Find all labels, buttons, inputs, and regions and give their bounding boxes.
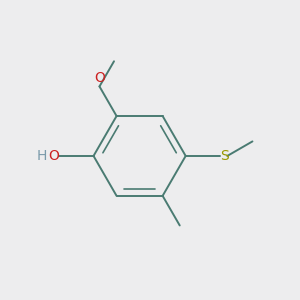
Text: S: S bbox=[220, 149, 229, 163]
Text: O: O bbox=[48, 149, 59, 163]
Text: O: O bbox=[94, 71, 105, 85]
Text: H: H bbox=[37, 149, 47, 163]
